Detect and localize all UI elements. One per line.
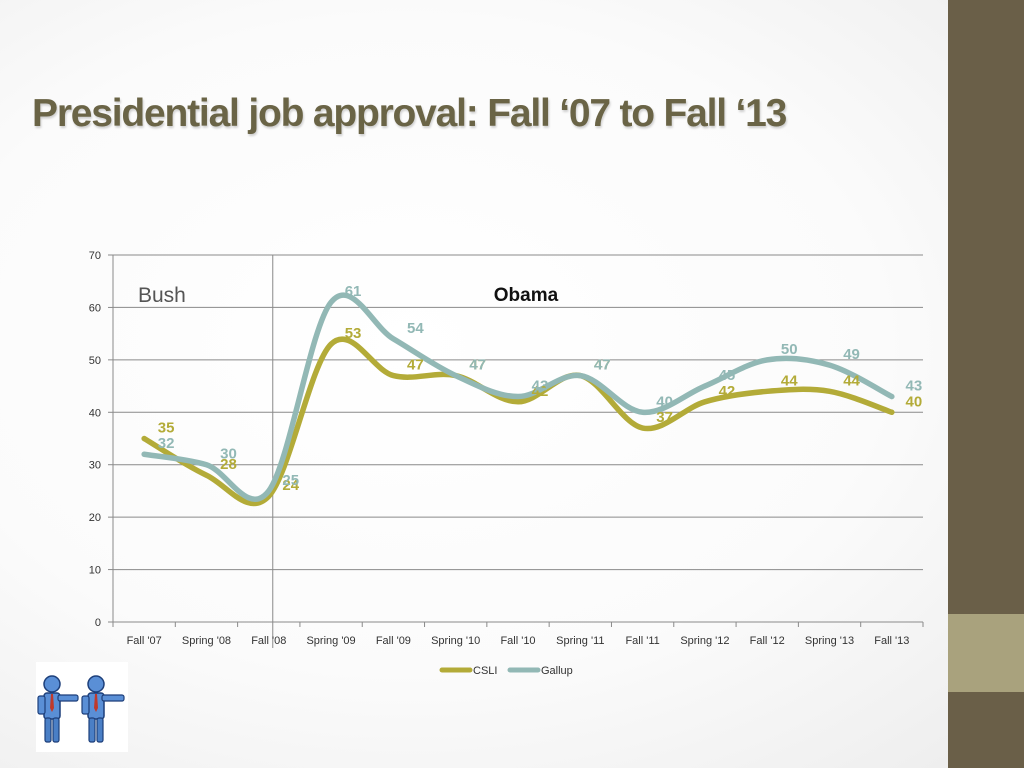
y-tick-label: 30	[89, 460, 101, 472]
side-bar-accent	[948, 614, 1024, 692]
data-label-csli: 42	[532, 383, 549, 400]
series-line-gallup	[141, 292, 895, 502]
series-line-csli	[141, 336, 895, 507]
data-label-gallup: 47	[469, 357, 486, 374]
data-label-csli: 47	[594, 357, 611, 374]
data-label-gallup: 54	[407, 320, 424, 337]
x-tick-label: Spring '10	[431, 635, 480, 647]
x-tick-label: Spring '09	[306, 635, 355, 647]
data-label-gallup: 47	[594, 357, 611, 374]
y-tick-label: 70	[89, 250, 101, 262]
data-label-csli: 44	[781, 372, 798, 389]
series-lines	[141, 292, 895, 507]
data-label-gallup: 32	[158, 435, 175, 452]
x-tick-label: Fall '11	[625, 635, 659, 647]
legend-label-csli: CSLI	[473, 665, 497, 677]
x-tick-label: Fall '07	[127, 635, 162, 647]
y-tick-label: 10	[89, 565, 101, 577]
x-axis-tick-labels: Fall '07 Spring '08 Fall '08 Spring '09 Fall…	[127, 635, 910, 647]
y-tick-label: 0	[95, 617, 101, 629]
annotation-obama: Obama	[494, 285, 559, 306]
x-tick-label: Spring '13	[805, 635, 854, 647]
x-tick-label: Spring '11	[556, 635, 604, 647]
data-label-gallup: 43	[906, 378, 923, 395]
x-tick-label: Fall '13	[874, 635, 909, 647]
y-tick-label: 50	[89, 355, 101, 367]
x-tick-label: Fall '08	[251, 635, 286, 647]
slide-title: Presidential job approval: Fall ‘07 to F…	[32, 92, 787, 135]
data-label-csli: 24	[282, 477, 299, 494]
two-businessmen-pointing-icon	[36, 662, 128, 752]
data-label-csli: 37	[656, 409, 673, 426]
x-tick-label: Fall '10	[500, 635, 535, 647]
data-label-gallup: 43	[532, 378, 549, 395]
x-tick-label: Fall '09	[376, 635, 411, 647]
data-label-csli: 47	[407, 357, 424, 374]
x-tick-label: Spring '12	[680, 635, 729, 647]
chart-axes	[108, 254, 924, 648]
data-label-gallup: 45	[719, 367, 736, 384]
data-label-csli: 40	[906, 393, 923, 410]
data-label-gallup: 30	[220, 446, 237, 463]
data-label-csli: 44	[843, 372, 860, 389]
data-label-csli: 47	[469, 357, 486, 374]
data-label-gallup: 50	[781, 341, 798, 358]
data-label-gallup: 40	[656, 393, 673, 410]
data-label-csli: 42	[719, 383, 736, 400]
data-label-gallup: 49	[843, 346, 860, 363]
x-tick-label: Spring '08	[182, 635, 231, 647]
data-label-gallup: 61	[345, 283, 362, 300]
y-tick-label: 40	[89, 407, 101, 419]
data-label-csli: 53	[345, 325, 362, 342]
chart-gridlines	[113, 254, 923, 571]
chart-legend: CSLI Gallup	[439, 665, 573, 677]
data-label-gallup: 25	[282, 472, 299, 489]
data-label-csli: 35	[158, 420, 175, 437]
y-tick-label: 60	[89, 302, 101, 314]
legend-label-gallup: Gallup	[541, 665, 573, 677]
y-axis-tick-labels: 0 10 20 30 40 50 60 70	[89, 250, 101, 629]
data-label-csli: 28	[220, 456, 237, 473]
x-tick-label: Fall '12	[750, 635, 785, 647]
y-tick-label: 20	[89, 512, 101, 524]
annotation-bush: Bush	[138, 284, 186, 307]
